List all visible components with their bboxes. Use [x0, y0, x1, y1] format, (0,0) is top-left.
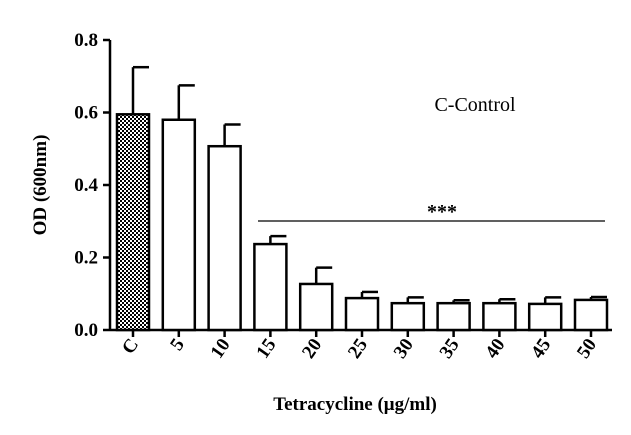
x-axis-label: Tetracycline (μg/ml)	[273, 394, 437, 415]
y-axis-label: OD (600nm)	[30, 135, 51, 236]
bar	[161, 118, 197, 332]
x-tick-label: 5	[166, 335, 189, 355]
bar	[436, 301, 471, 332]
bar	[253, 242, 288, 332]
x-tick-label: 40	[481, 335, 509, 363]
x-tick-label: 20	[298, 335, 326, 363]
y-tick-label: 0.6	[74, 103, 98, 124]
bar	[298, 282, 334, 332]
bar	[482, 301, 517, 332]
y-tick-label: 0.8	[74, 30, 98, 51]
bar	[115, 113, 151, 332]
bar	[390, 301, 426, 332]
bar	[573, 298, 609, 332]
x-tick-label: 30	[390, 335, 418, 363]
legend-note: C-Control	[434, 94, 516, 116]
bar	[344, 296, 380, 332]
x-tick-label: C	[118, 335, 143, 358]
significance-mark: ***	[427, 201, 457, 223]
bar	[527, 302, 563, 332]
y-tick-label: 0.4	[74, 175, 98, 196]
x-tick-label: 45	[527, 335, 555, 363]
x-tick-label: 10	[207, 335, 235, 363]
y-tick-label: 0.2	[74, 248, 98, 269]
x-tick-label: 15	[252, 335, 280, 363]
x-tick-label: 50	[573, 335, 601, 363]
x-tick-label: 35	[436, 335, 464, 363]
x-tick-label: 25	[344, 335, 372, 363]
bar	[207, 144, 242, 332]
y-tick-label: 0.0	[74, 320, 98, 341]
